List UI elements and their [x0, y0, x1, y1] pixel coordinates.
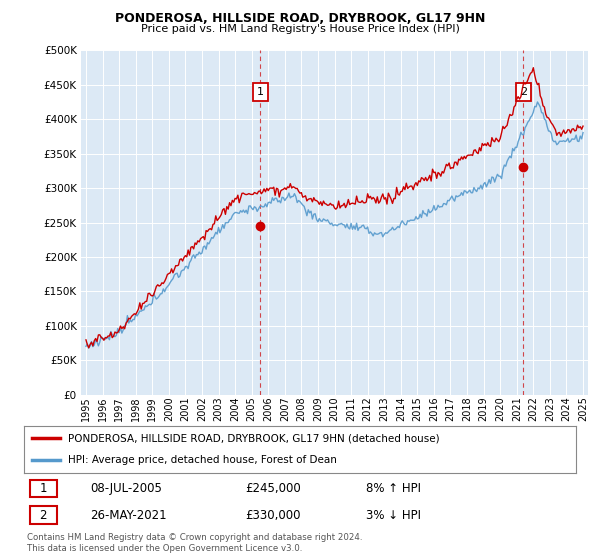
FancyBboxPatch shape — [29, 480, 57, 497]
Text: 08-JUL-2005: 08-JUL-2005 — [90, 482, 162, 495]
Text: PONDEROSA, HILLSIDE ROAD, DRYBROOK, GL17 9HN (detached house): PONDEROSA, HILLSIDE ROAD, DRYBROOK, GL17… — [68, 433, 440, 444]
Text: 1: 1 — [40, 482, 47, 495]
Text: £245,000: £245,000 — [245, 482, 301, 495]
Text: 3% ↓ HPI: 3% ↓ HPI — [366, 508, 421, 521]
Text: HPI: Average price, detached house, Forest of Dean: HPI: Average price, detached house, Fore… — [68, 455, 337, 465]
Text: 8% ↑ HPI: 8% ↑ HPI — [366, 482, 421, 495]
FancyBboxPatch shape — [29, 506, 57, 524]
Text: PONDEROSA, HILLSIDE ROAD, DRYBROOK, GL17 9HN: PONDEROSA, HILLSIDE ROAD, DRYBROOK, GL17… — [115, 12, 485, 25]
Text: Price paid vs. HM Land Registry's House Price Index (HPI): Price paid vs. HM Land Registry's House … — [140, 24, 460, 34]
Text: 2: 2 — [40, 508, 47, 521]
Text: 1: 1 — [257, 87, 264, 97]
Text: 26-MAY-2021: 26-MAY-2021 — [90, 508, 167, 521]
Text: 2: 2 — [520, 87, 527, 97]
Text: £330,000: £330,000 — [245, 508, 301, 521]
Text: Contains HM Land Registry data © Crown copyright and database right 2024.
This d: Contains HM Land Registry data © Crown c… — [27, 533, 362, 553]
